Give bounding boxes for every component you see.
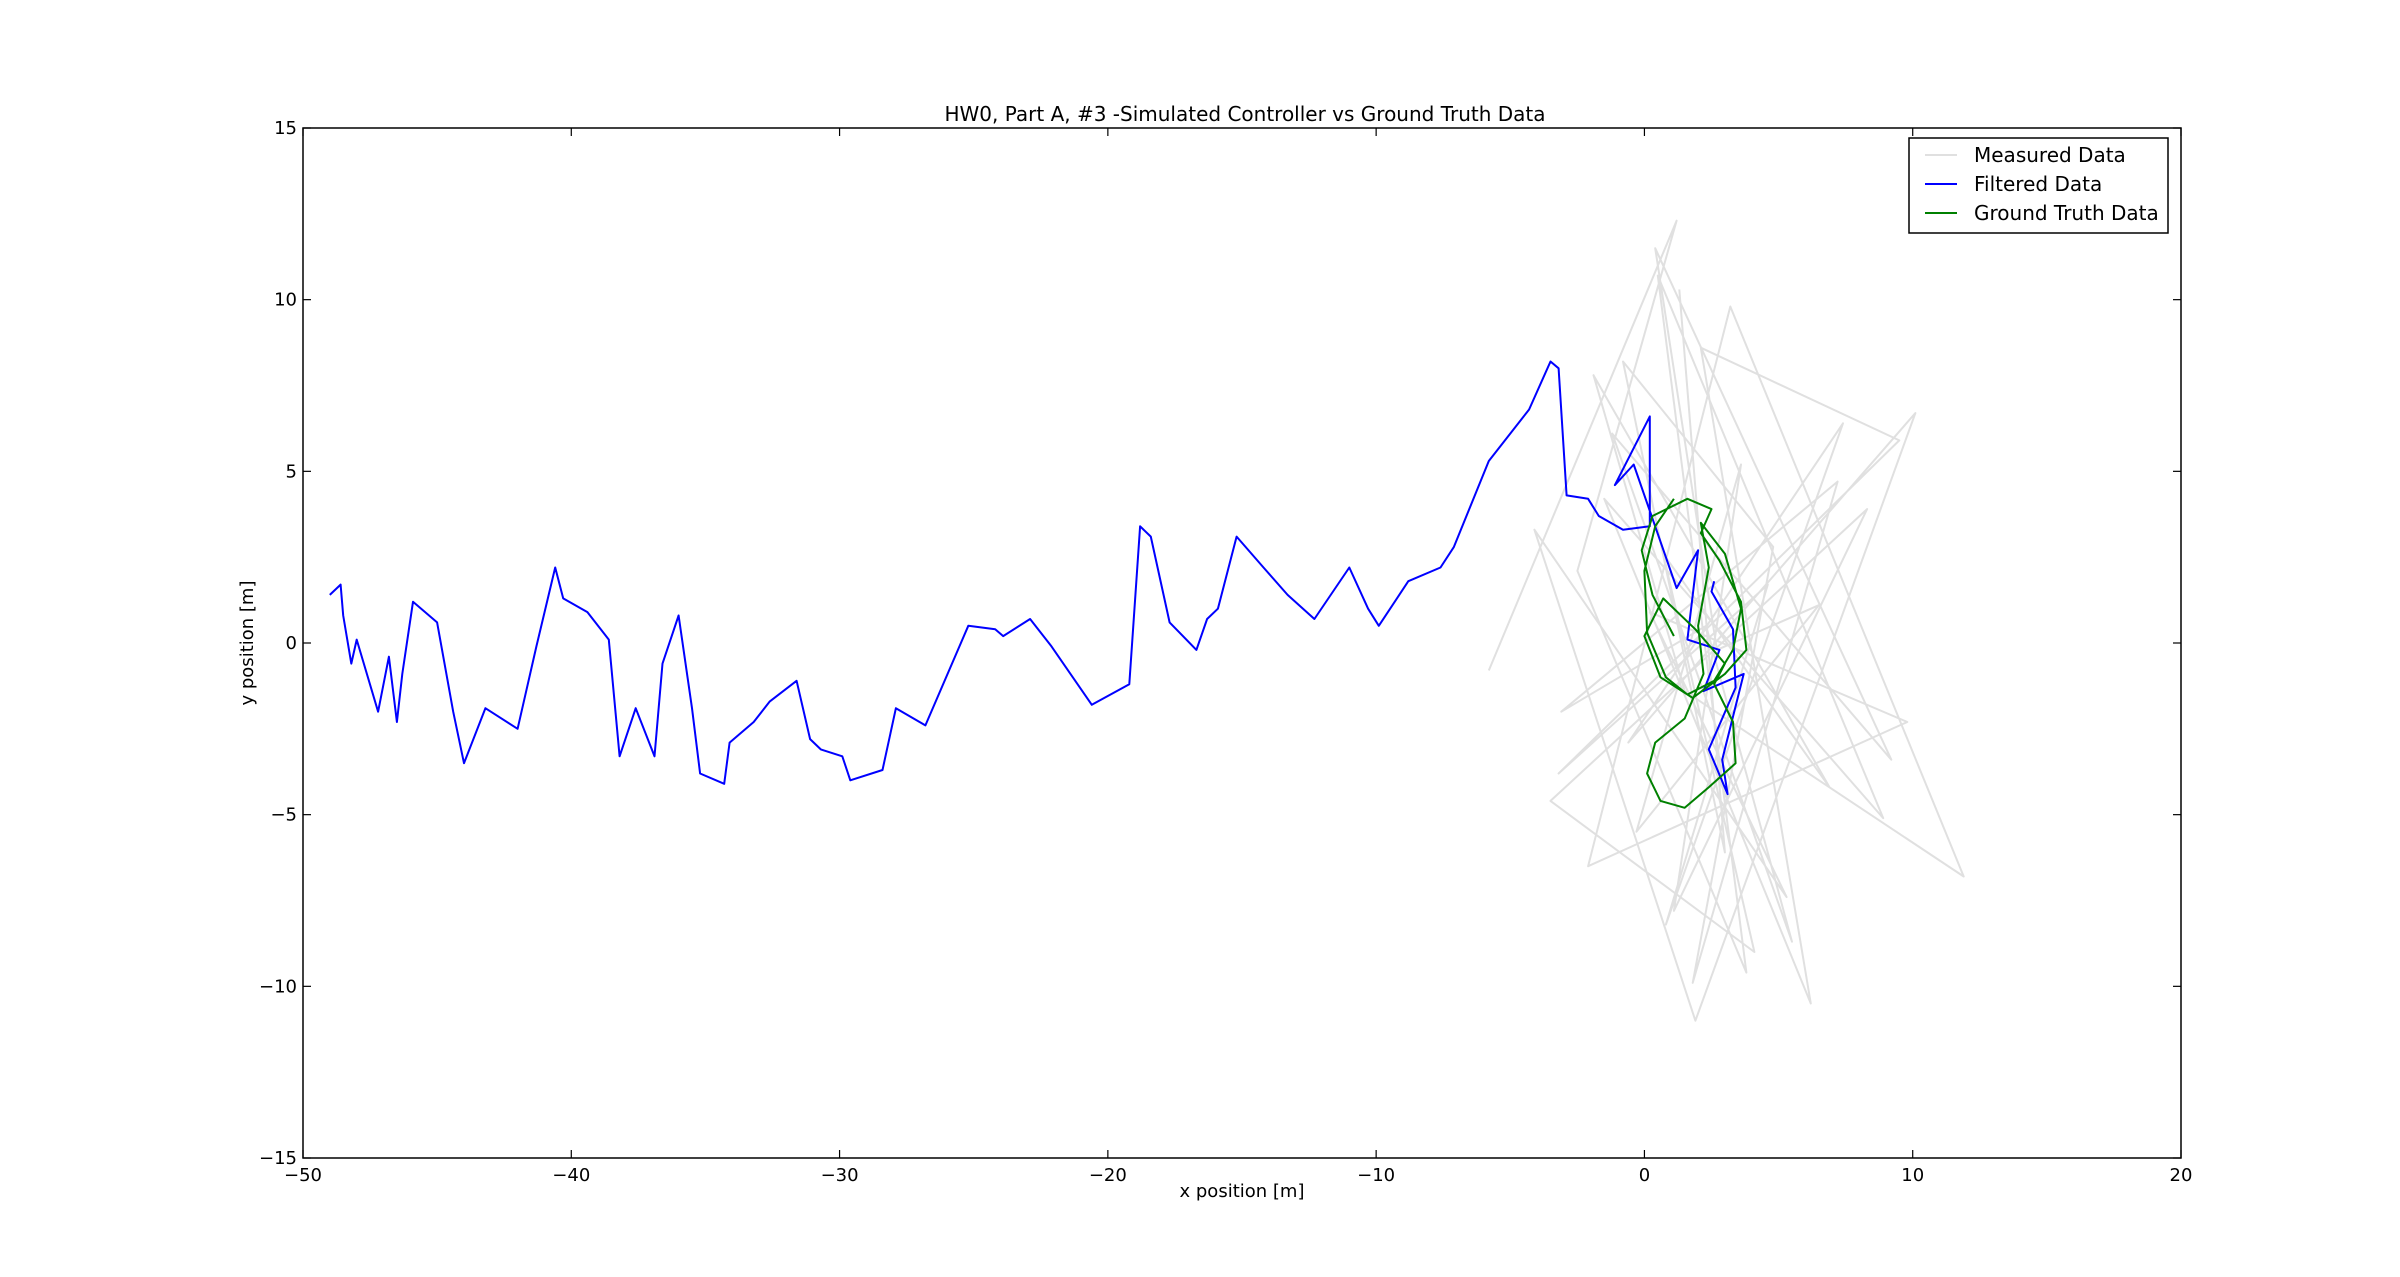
x-tick-label: 0	[1639, 1165, 1650, 1186]
x-axis-label: x position [m]	[1180, 1181, 1305, 1202]
y-tick-label: −5	[270, 805, 297, 826]
x-tick-label: −20	[1089, 1165, 1127, 1186]
y-tick-label: 10	[274, 290, 297, 311]
series-line-measured-data	[1487, 219, 1965, 1022]
x-tick-label: −40	[552, 1165, 590, 1186]
legend-label-measured: Measured Data	[1974, 143, 2126, 167]
x-tick-label: −50	[284, 1165, 322, 1186]
plot-frame	[303, 128, 2181, 1158]
y-axis-label: y position [m]	[237, 581, 258, 706]
x-tick-label: 20	[2170, 1165, 2193, 1186]
y-tick-label: −15	[259, 1148, 297, 1169]
legend-label-ground-truth: Ground Truth Data	[1974, 201, 2159, 225]
legend-box	[1908, 137, 2169, 234]
series-layer	[329, 219, 1965, 1022]
y-tick-label: 15	[274, 118, 297, 139]
series-line-filtered-data	[329, 360, 1745, 796]
chart-title: HW0, Part A, #3 -Simulated Controller vs…	[944, 102, 1545, 126]
y-tick-label: −10	[259, 976, 297, 997]
y-tick-label: 0	[286, 633, 297, 654]
y-tick-label: 5	[286, 461, 297, 482]
x-tick-label: 10	[1901, 1165, 1924, 1186]
x-tick-label: −10	[1357, 1165, 1395, 1186]
legend: Measured Data Filtered Data Ground Truth…	[1908, 137, 2169, 234]
legend-label-filtered: Filtered Data	[1974, 172, 2102, 196]
x-tick-label: −30	[821, 1165, 859, 1186]
series-line-ground-truth-data	[1640, 497, 1748, 809]
